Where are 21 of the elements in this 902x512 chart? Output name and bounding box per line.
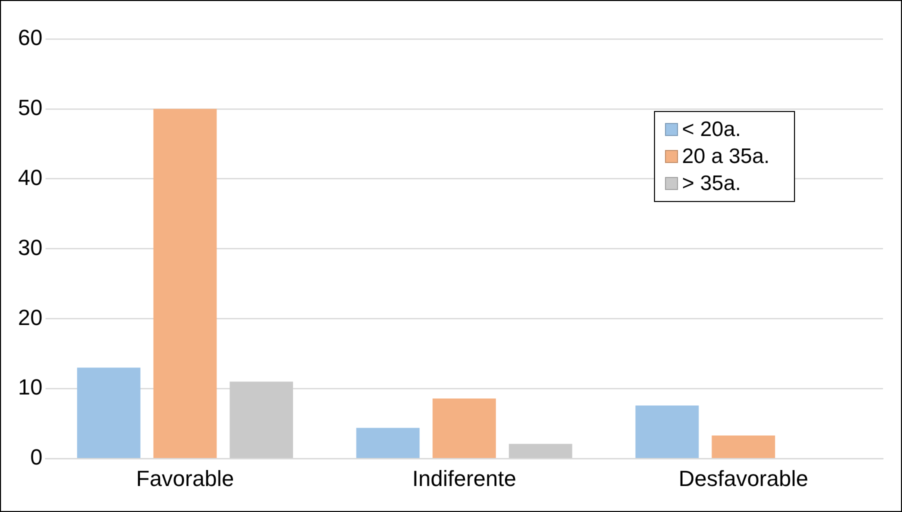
y-tick-label: 60	[18, 25, 42, 50]
x-tick-label: Indiferente	[412, 466, 516, 491]
y-tick-label: 40	[18, 164, 42, 190]
x-tick-label: Desfavorable	[678, 466, 808, 491]
y-tick-label: 20	[18, 304, 42, 330]
y-tick-label: 30	[18, 234, 42, 260]
y-tick-label: 10	[18, 374, 42, 400]
bar	[432, 398, 496, 458]
bar	[77, 368, 140, 458]
legend-label: > 35a.	[682, 171, 741, 197]
bar	[712, 436, 776, 458]
bar	[635, 405, 699, 458]
x-tick-label: Favorable	[136, 466, 234, 491]
bar	[508, 444, 572, 458]
legend-label: 20 a 35a.	[682, 144, 770, 170]
y-tick-label: 0	[30, 444, 42, 470]
bar	[153, 108, 217, 458]
bar	[356, 428, 420, 458]
bar	[230, 382, 294, 458]
legend-label: < 20a.	[682, 117, 741, 143]
y-tick-label: 50	[18, 94, 42, 120]
